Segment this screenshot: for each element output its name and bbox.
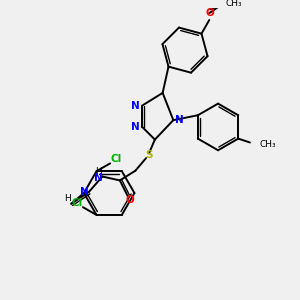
Text: S: S [145, 150, 153, 160]
Text: O: O [206, 8, 214, 18]
Text: Cl: Cl [110, 154, 122, 164]
Text: CH₃: CH₃ [226, 0, 242, 8]
Text: Cl: Cl [71, 198, 83, 208]
Text: N: N [175, 115, 184, 125]
Text: H: H [95, 167, 102, 176]
Text: N: N [131, 122, 140, 132]
Text: H: H [64, 194, 71, 203]
Text: O: O [125, 195, 134, 205]
Text: N: N [131, 100, 140, 111]
Text: N: N [94, 173, 103, 184]
Text: CH₃: CH₃ [260, 140, 276, 149]
Text: N: N [80, 187, 89, 197]
